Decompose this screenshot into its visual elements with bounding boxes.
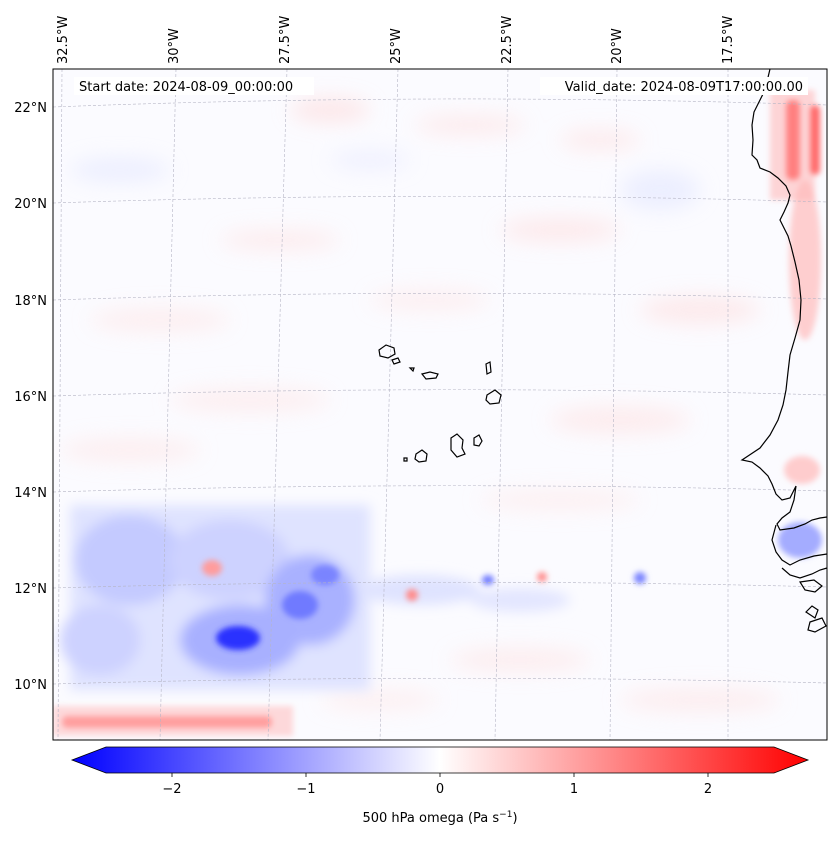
lat-label-6: 10°N — [14, 678, 47, 693]
start-date-label: Start date: 2024-08-09_00:00:00 — [79, 80, 293, 95]
omega-field — [53, 90, 822, 736]
start-date-box — [74, 77, 314, 95]
colorbar-tick-0: −2 — [162, 782, 181, 797]
colorbar-label-close: ) — [512, 811, 517, 826]
lat-label-3: 16°N — [14, 390, 47, 405]
lon-label-6: 17.5°W — [721, 16, 736, 64]
map-panel: Start date: 2024-08-09_00:00:00 Valid_da… — [14, 16, 828, 741]
lon-label-5: 20°W — [610, 28, 625, 64]
lon-label-2: 27.5°W — [278, 16, 293, 64]
graticule — [53, 69, 827, 740]
lat-label-5: 12°N — [14, 582, 47, 597]
lat-label-2: 18°N — [14, 294, 47, 309]
colorbar-tick-marks — [171, 773, 709, 777]
colorbar: −2 −1 0 1 2 500 hPa omega (Pa s−1) — [70, 746, 810, 826]
lon-label-3: 25°W — [389, 28, 404, 64]
colorbar-tick-labels: −2 −1 0 1 2 — [162, 782, 712, 797]
colorbar-label-main: 500 hPa omega (Pa s — [362, 811, 499, 826]
map-frame — [52, 68, 828, 741]
colorbar-label-sup: −1 — [499, 810, 512, 820]
valid-date-label: Valid_date: 2024-08-09T17:00:00.00 — [565, 80, 803, 95]
latitude-labels: 22°N 20°N 18°N 16°N 14°N 12°N 10°N — [14, 101, 47, 693]
lat-label-0: 22°N — [14, 101, 47, 116]
longitude-labels: 32.5°W 30°W 27.5°W 25°W 22.5°W 20°W 17.5… — [56, 16, 736, 64]
lat-label-4: 14°N — [14, 486, 47, 501]
colorbar-tick-3: 1 — [570, 782, 578, 797]
lon-label-1: 30°W — [167, 28, 182, 64]
colorbar-tick-1: −1 — [296, 782, 315, 797]
lon-label-0: 32.5°W — [56, 16, 71, 64]
valid-date-box — [540, 77, 808, 95]
colorbar-tick-4: 2 — [704, 782, 712, 797]
lon-label-4: 22.5°W — [500, 16, 515, 64]
coastline — [378, 68, 828, 633]
colorbar-bar — [70, 746, 810, 774]
colorbar-tick-2: 0 — [436, 782, 444, 797]
lat-label-1: 20°N — [14, 197, 47, 212]
colorbar-label: 500 hPa omega (Pa s−1) — [362, 810, 517, 826]
